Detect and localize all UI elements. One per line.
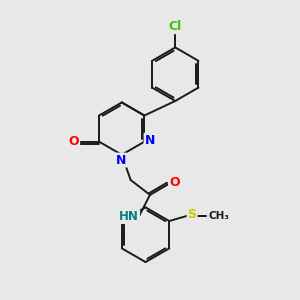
Text: Cl: Cl bbox=[169, 20, 182, 33]
Text: S: S bbox=[188, 208, 196, 221]
Text: N: N bbox=[116, 154, 126, 166]
Text: O: O bbox=[68, 135, 79, 148]
Text: HN: HN bbox=[119, 210, 139, 223]
Text: CH₃: CH₃ bbox=[208, 211, 230, 221]
Text: N: N bbox=[145, 134, 155, 147]
Text: O: O bbox=[169, 176, 180, 190]
